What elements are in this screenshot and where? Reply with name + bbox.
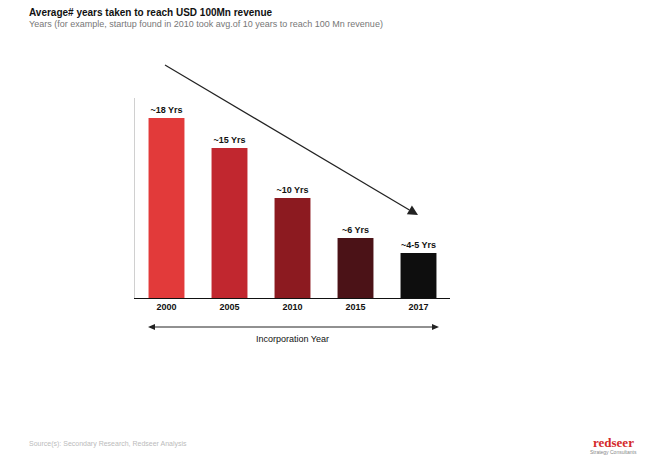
svg-text:redseer: redseer	[593, 435, 634, 450]
svg-text:~4-5 Yrs: ~4-5 Yrs	[401, 240, 436, 250]
svg-text:~6 Yrs: ~6 Yrs	[342, 225, 369, 235]
svg-text:2017: 2017	[408, 302, 428, 312]
svg-text:~15 Yrs: ~15 Yrs	[213, 135, 245, 145]
svg-text:Source(s): Secondary Research,: Source(s): Secondary Research, Redseer A…	[29, 440, 187, 448]
svg-text:Years (for example, startup fo: Years (for example, startup found in 201…	[29, 19, 383, 29]
svg-text:Incorporation Year: Incorporation Year	[256, 334, 329, 344]
svg-text:Strategy Consultants: Strategy Consultants	[590, 449, 637, 455]
svg-text:2000: 2000	[156, 302, 176, 312]
svg-text:2010: 2010	[282, 302, 302, 312]
svg-text:~18 Yrs: ~18 Yrs	[150, 105, 182, 115]
svg-text:~10 Yrs: ~10 Yrs	[276, 185, 308, 195]
svg-text:2005: 2005	[219, 302, 239, 312]
svg-text:Average# years taken to reach: Average# years taken to reach USD 100Mn …	[29, 7, 273, 18]
svg-text:2015: 2015	[345, 302, 365, 312]
